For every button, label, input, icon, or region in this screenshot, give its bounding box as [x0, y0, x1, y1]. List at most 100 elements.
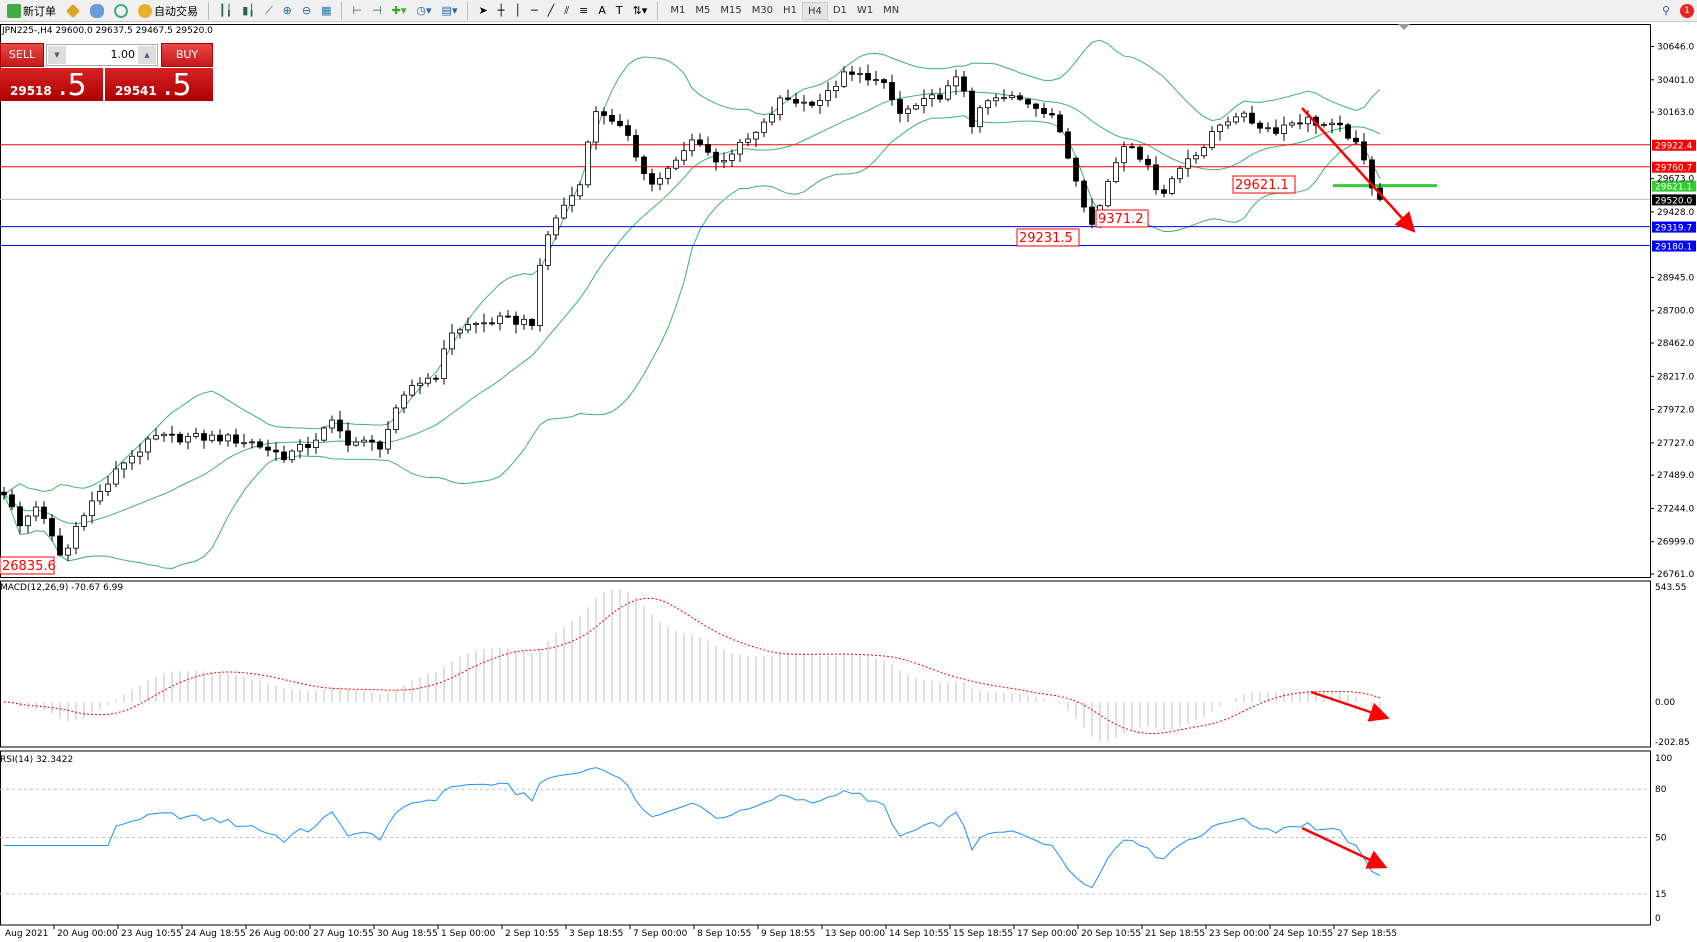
candle-body — [977, 107, 983, 128]
candle-body — [593, 111, 599, 143]
price-axis-label: 27244.0 — [1657, 504, 1694, 514]
candle-body — [393, 407, 399, 430]
timeframe-mn[interactable]: MN — [883, 4, 900, 16]
notification-icon: 1 — [1680, 3, 1694, 18]
time-axis-label: 26 Aug 00:00 — [249, 929, 310, 939]
chart-canvas[interactable]: 29922.4 29760.7 29621.1 29520.0 29319.7 29180… — [0, 24, 1697, 939]
fibonacci-button[interactable]: ≡ — [576, 2, 591, 20]
sell-button[interactable]: SELL — [0, 43, 44, 67]
timeframe-h1[interactable]: H1 — [783, 4, 797, 16]
price-annotation: 26835.6 — [2, 559, 56, 574]
history-center-button[interactable] — [87, 2, 107, 20]
buy-button[interactable]: BUY — [161, 43, 213, 67]
candle-body — [1001, 97, 1007, 100]
arrows-button[interactable]: ⇅▾ — [630, 2, 651, 20]
channel-icon: ⫽ — [564, 3, 570, 17]
time-axis-label: 24 Aug 18:55 — [185, 929, 246, 939]
candle-body — [417, 382, 423, 386]
templates-button[interactable]: ▤▾ — [439, 2, 461, 20]
candle-body — [1, 491, 7, 496]
channel-button[interactable]: ⫽ — [561, 2, 572, 20]
bar-chart-button[interactable]: ┃╽ — [216, 2, 235, 20]
metaeditor-button[interactable] — [63, 2, 83, 20]
timeframe-m30[interactable]: M30 — [751, 4, 774, 16]
price-axis-label: 30401.0 — [1657, 76, 1694, 86]
chart-window[interactable]: 29922.4 29760.7 29621.1 29520.0 29319.7 29180… — [0, 24, 1697, 939]
horizontal-line-icon: ─ — [530, 4, 538, 17]
text-label-button[interactable]: T — [613, 2, 626, 20]
candle-body — [641, 156, 647, 174]
database-icon — [90, 3, 104, 18]
text-button[interactable]: A — [595, 2, 609, 20]
auto-trading-button[interactable]: 自动交易 — [135, 2, 201, 20]
cursor-button[interactable]: ➤ — [475, 2, 490, 20]
indicators-button[interactable]: ✚▾ — [389, 2, 410, 20]
vertical-line-button[interactable]: │ — [511, 2, 524, 20]
lot-size-input[interactable]: 1.00 — [46, 44, 158, 66]
candle-body — [1233, 116, 1239, 123]
candle-body — [377, 441, 383, 450]
autoscroll-button[interactable]: ⊢ — [349, 2, 365, 20]
candle-body — [481, 322, 487, 325]
candle-body — [777, 97, 783, 116]
candle-body — [249, 441, 255, 444]
zoom-in-button[interactable]: ⊕ — [280, 2, 295, 20]
search-button[interactable]: ⚲ — [1659, 2, 1673, 20]
price-annotation: 29621.1 — [1235, 178, 1289, 193]
candle-body — [97, 491, 103, 502]
candle-body — [1169, 178, 1175, 194]
time-axis-label: 21 Sep 18:55 — [1145, 929, 1205, 939]
lot-decrease-button[interactable]: ▼ — [48, 46, 66, 64]
candle-body — [1073, 157, 1079, 182]
new-order-button[interactable]: 新订单 — [4, 2, 59, 20]
candle-body — [17, 506, 23, 527]
sell-price[interactable]: 29518.5 — [0, 68, 103, 103]
one-click-trading-panel: SELL 1.00 ▼ ▲ BUY 29518.5 29541.5 — [0, 43, 213, 103]
price-axis-label: 28217.0 — [1657, 372, 1694, 382]
crosshair-button[interactable]: ┼ — [495, 2, 508, 20]
chart-shift-button[interactable]: ⊣ — [369, 2, 385, 20]
trend-arrow — [1310, 690, 1390, 722]
candle-body — [1217, 124, 1223, 132]
candle-body — [1353, 137, 1359, 143]
line-chart-button[interactable]: ⟋ — [262, 2, 276, 20]
chart-shift-icon: ⊣ — [372, 4, 382, 17]
candle-body — [849, 71, 855, 75]
candle-body — [657, 177, 663, 185]
chart-shift-marker — [1398, 24, 1410, 30]
candle-body — [505, 315, 511, 318]
timeframe-m1[interactable]: M1 — [670, 4, 686, 16]
candle-body — [273, 449, 279, 453]
periods-button[interactable]: ◷▾ — [413, 2, 434, 20]
timeframe-h4[interactable]: H4 — [801, 1, 828, 20]
price-axis-label: 26761.0 — [1657, 570, 1694, 580]
candle-body — [697, 139, 703, 145]
lot-increase-button[interactable]: ▲ — [138, 46, 156, 64]
trendline-button[interactable]: ╱ — [545, 2, 558, 20]
horizontal-line-button[interactable]: ─ — [528, 2, 541, 20]
candle-body — [889, 82, 895, 100]
buy-price[interactable]: 29541.5 — [105, 68, 213, 103]
bar-chart-icon: ┃╽ — [219, 4, 233, 17]
tile-windows-button[interactable]: ▦ — [318, 2, 334, 20]
candle-body — [985, 100, 991, 109]
timeframe-m15[interactable]: M15 — [720, 4, 742, 16]
zoom-out-button[interactable]: ⊖ — [299, 2, 314, 20]
notifications-button[interactable]: 1 — [1677, 2, 1697, 20]
candle-body — [545, 234, 551, 266]
bollinger-band-lower — [3, 115, 1381, 569]
price-annotation-box — [1095, 209, 1149, 228]
candle-body — [1249, 112, 1255, 124]
signals-button[interactable] — [111, 2, 131, 20]
timeframe-d1[interactable]: D1 — [832, 4, 847, 16]
candle-body — [225, 434, 231, 442]
timeframe-m5[interactable]: M5 — [695, 4, 711, 16]
time-axis-label: 27 Aug 10:55 — [313, 929, 374, 939]
cursor-icon: ➤ — [478, 4, 488, 17]
candle-body — [169, 433, 175, 436]
candle-body — [425, 377, 431, 384]
candle-body — [89, 500, 95, 517]
timeframe-w1[interactable]: W1 — [856, 4, 874, 16]
time-axis-label: 24 Sep 10:55 — [1273, 929, 1333, 939]
candlestick-button[interactable]: ▮╽ — [239, 2, 258, 20]
